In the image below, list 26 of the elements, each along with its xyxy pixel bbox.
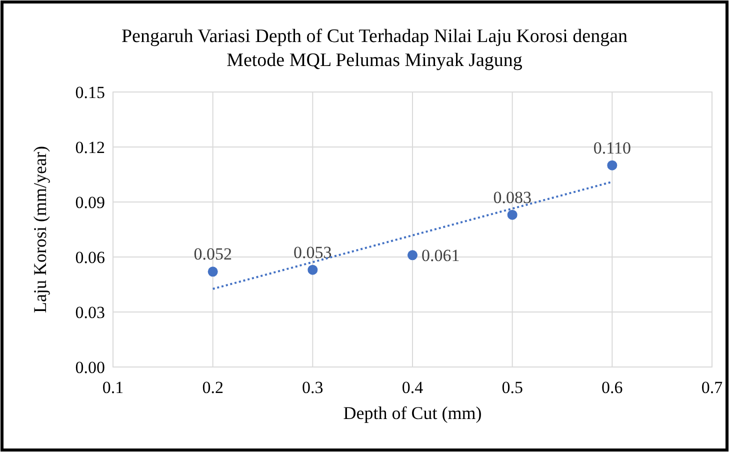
x-tick-label: 0.5 xyxy=(502,378,523,397)
y-tick-label: 0.12 xyxy=(75,138,105,157)
x-axis-title: Depth of Cut (mm) xyxy=(343,403,482,423)
point xyxy=(408,250,418,260)
y-tick-label: 0.15 xyxy=(75,82,105,102)
data-label: 0.052 xyxy=(194,244,232,264)
x-tick-label: 0.6 xyxy=(602,378,623,397)
data-label: 0.061 xyxy=(422,246,460,266)
x-tick-label: 0.2 xyxy=(202,378,224,397)
x-tick-label: 0.3 xyxy=(302,378,324,397)
chart-title: Pengaruh Variasi Depth of Cut Terhadap Nilai Laju Korosi dengan Metode MQL Pelumas Minyak Jagung xyxy=(121,26,628,71)
y-tick-label: 0.03 xyxy=(75,302,105,322)
y-tick-label: 0.09 xyxy=(75,192,105,212)
data-label: 0.083 xyxy=(493,188,532,207)
data-label: 0.053 xyxy=(294,242,332,262)
x-tick-label: 0.7 xyxy=(701,378,724,397)
point xyxy=(308,264,318,275)
x-tick-label: 0.4 xyxy=(402,378,424,397)
point xyxy=(507,210,518,220)
point xyxy=(208,266,218,277)
y-tick-label: 0.06 xyxy=(75,248,105,267)
x-tick-label: 0.1 xyxy=(102,378,124,397)
data-label: 0.110 xyxy=(593,138,631,158)
y-axis-title: Laju Korosi (mm/year) xyxy=(30,146,50,313)
y-tick-label: 0.00 xyxy=(75,358,105,377)
point xyxy=(607,160,618,170)
